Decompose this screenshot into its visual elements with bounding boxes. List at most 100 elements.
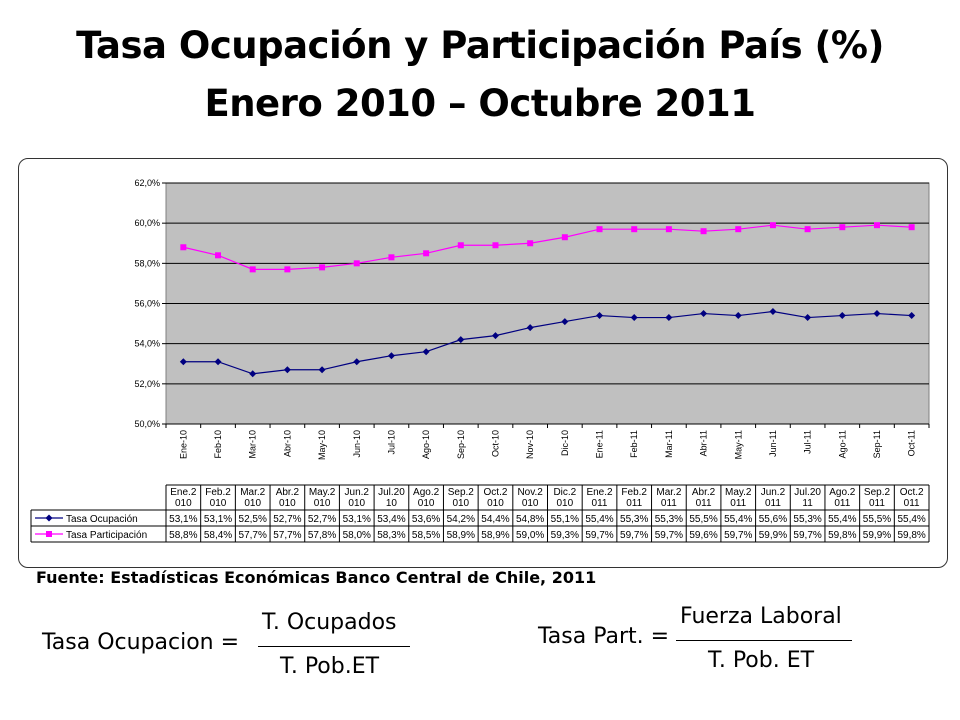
data-point (526, 324, 534, 332)
x-tick-label: Ago-11 (837, 430, 847, 458)
data-point (804, 314, 812, 322)
table-header: Ago.2 (829, 487, 856, 498)
table-value: 58,4% (204, 530, 232, 541)
data-point (561, 234, 568, 241)
data-point (561, 318, 569, 326)
table-header: 010 (348, 498, 365, 509)
data-point (631, 226, 638, 233)
data-point (839, 224, 846, 231)
table-header: Ene.2 (586, 487, 613, 498)
data-point (319, 264, 326, 271)
table-value: 54,8% (516, 514, 544, 525)
table-header: 010 (314, 498, 331, 509)
table-header: 010 (556, 498, 573, 509)
data-point (422, 348, 430, 356)
series-line-1 (183, 224, 912, 270)
chart-title-line2: Enero 2010 – Octubre 2011 (204, 82, 756, 125)
x-tick-label: Sep-11 (872, 430, 882, 458)
legend-label: Tasa Ocupación (66, 514, 138, 525)
data-point (908, 312, 916, 320)
data-point (804, 226, 811, 233)
table-value: 58,9% (481, 530, 509, 541)
table-value: 55,4% (828, 514, 856, 525)
table-value: 55,6% (759, 514, 787, 525)
table-header: Dic.2 (553, 487, 576, 498)
y-tick-label: 58,0% (134, 258, 160, 268)
series-line-0 (183, 310, 912, 375)
table-value: 58,8% (169, 530, 197, 541)
data-point (735, 226, 742, 233)
table-header: 010 (487, 498, 504, 509)
x-tick-label: Abr-11 (699, 430, 709, 456)
data-point (769, 308, 777, 316)
table-header: Mar.2 (656, 487, 681, 498)
y-tick-label: 60,0% (134, 218, 160, 228)
data-point (630, 314, 638, 322)
table-header: Jul.20 (378, 487, 405, 498)
table-header: 010 (452, 498, 469, 509)
data-point (596, 312, 604, 320)
y-tick-label: 56,0% (134, 299, 160, 309)
data-point (423, 250, 430, 257)
table-value: 53,1% (169, 514, 197, 525)
formula-participacion-numerator: Fuerza Laboral (680, 604, 842, 629)
data-point (665, 226, 672, 233)
data-point (908, 224, 915, 231)
table-value: 52,7% (273, 514, 301, 525)
table-header: 011 (661, 498, 677, 509)
data-point (215, 252, 222, 259)
data-point (283, 366, 291, 374)
x-tick-label: Ago-10 (421, 430, 431, 459)
line-chart: 50,0% 52,0% 54,0% 56,0% 58,0% 60,0% 62,0% Ene-1… (30, 178, 930, 543)
data-point (180, 244, 187, 251)
table-header: 011 (626, 498, 642, 509)
fraction-bar (676, 640, 852, 641)
x-tick-label: Jun-10 (352, 430, 362, 458)
table-value: 59,6% (689, 530, 717, 541)
table-header: May.2 (309, 487, 336, 498)
data-point (838, 312, 846, 320)
x-tick-label: Jun-11 (768, 430, 778, 457)
x-tick-label: Mar-10 (248, 430, 258, 459)
x-tick-label: Nov-10 (525, 430, 535, 459)
data-point (249, 370, 257, 378)
table-header: 011 (730, 498, 746, 509)
table-header: Sep.2 (448, 487, 475, 498)
table-value: 55,4% (724, 514, 752, 525)
data-point (353, 358, 361, 366)
data-point (318, 366, 326, 374)
table-header: Oct.2 (900, 487, 924, 498)
x-tick-label: Oct-10 (490, 430, 500, 457)
x-tick-label: Oct-11 (907, 430, 917, 456)
data-point (249, 266, 256, 273)
table-value: 58,9% (447, 530, 475, 541)
formula-participacion-denominator: T. Pob. ET (708, 648, 815, 673)
table-value: 59,8% (828, 530, 856, 541)
data-point (388, 254, 395, 261)
table-value: 55,3% (620, 514, 648, 525)
table-header: 011 (696, 498, 712, 509)
table-header: Abr.2 (276, 487, 300, 498)
table-header: 010 (418, 498, 435, 509)
formula-ocupacion-numerator: T. Ocupados (262, 610, 397, 635)
table-header: 010 (210, 498, 227, 509)
data-point (387, 352, 395, 360)
x-tick-label: Feb-11 (629, 430, 639, 458)
data-point (734, 312, 742, 320)
x-tick-label: Abr-10 (282, 430, 292, 457)
x-tick-label: Feb-10 (213, 430, 223, 459)
table-value: 55,4% (897, 514, 925, 525)
x-tick-label: Mar-11 (664, 430, 674, 458)
table-header: Jul.20 (794, 487, 821, 498)
table-header: 010 (244, 498, 261, 509)
fraction-bar (258, 646, 410, 647)
data-point (665, 314, 673, 322)
data-point (179, 358, 187, 366)
x-tick-label: Ene-11 (595, 430, 605, 458)
data-point (284, 266, 291, 273)
table-header: Sep.2 (864, 487, 891, 498)
table-value: 52,7% (308, 514, 336, 525)
table-header: 010 (279, 498, 296, 509)
table-value: 57,7% (239, 530, 267, 541)
table-value: 59,7% (724, 530, 752, 541)
